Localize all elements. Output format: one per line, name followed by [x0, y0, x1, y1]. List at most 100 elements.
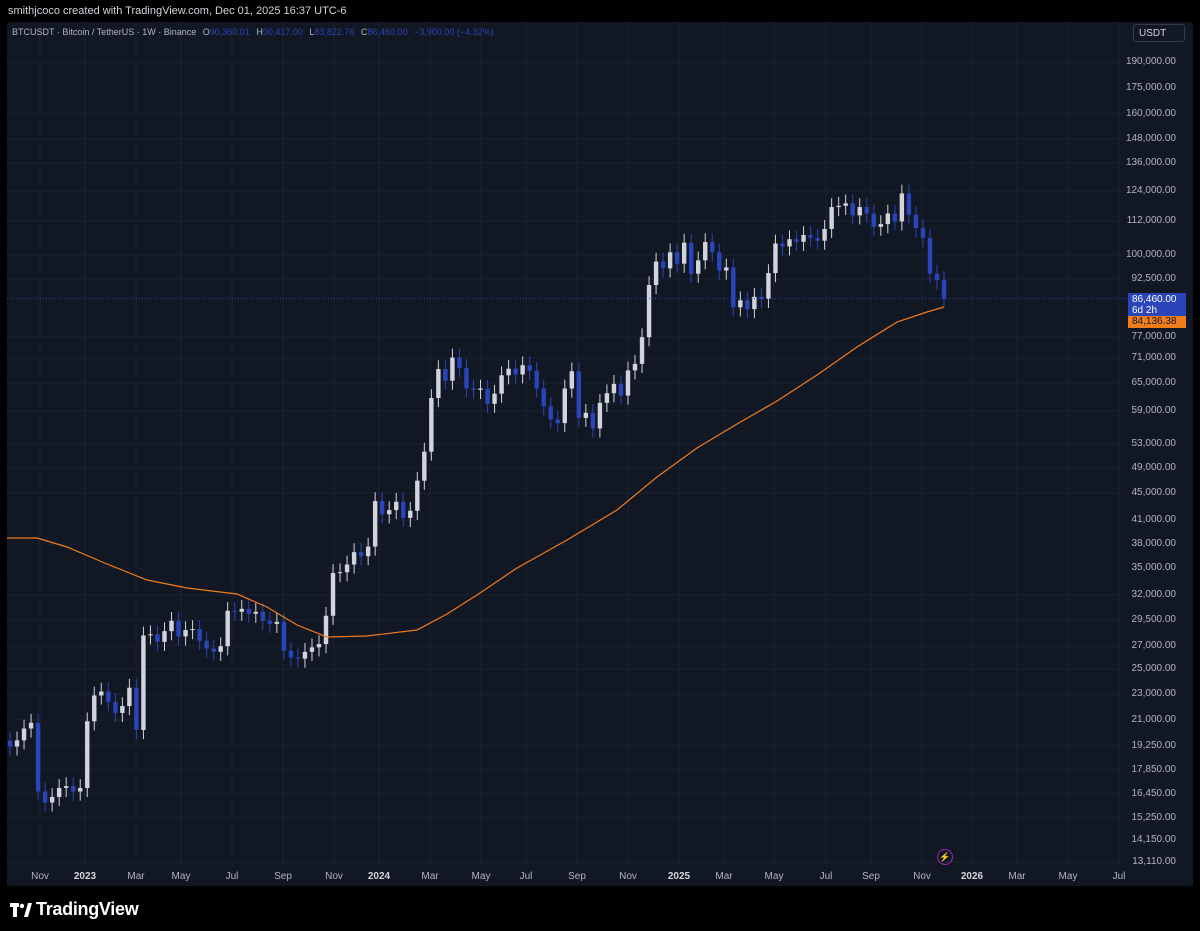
time-axis-label: Mar [127, 871, 145, 882]
header-bar [0, 0, 1200, 22]
candle-body [752, 296, 757, 310]
candle-body [674, 252, 680, 264]
candle-body [625, 370, 631, 396]
time-axis-label: Mar [1008, 871, 1026, 882]
price-axis-label: 13,110.00 [1132, 856, 1176, 867]
candle-body [878, 224, 883, 227]
candle-body [527, 365, 532, 371]
time-axis-label: May [1058, 871, 1078, 882]
candle-body [330, 573, 336, 616]
time-axis-label: May [471, 871, 491, 882]
price-axis-label: 45,000.00 [1131, 487, 1177, 498]
candle-body [653, 261, 659, 286]
tradingview-logo[interactable]: TradingView [10, 899, 139, 920]
candle-body [520, 365, 525, 375]
candle-body [478, 388, 483, 390]
candle-body [464, 367, 469, 389]
candle-body [21, 728, 27, 741]
candle-body [106, 691, 111, 703]
candle-body [829, 207, 834, 229]
candle-body [534, 370, 539, 389]
price-axis-label: 175,000.00 [1125, 82, 1176, 93]
candle-body [618, 383, 624, 396]
candle-body [14, 740, 20, 747]
candle-body [351, 552, 357, 565]
candle-body [632, 363, 638, 371]
price-axis-label: 160,000.00 [1125, 108, 1176, 119]
price-axis-label: 23,000.00 [1131, 688, 1177, 699]
price-axis-label: 35,000.00 [1131, 562, 1177, 573]
candle-body [681, 242, 687, 264]
price-chart[interactable] [7, 22, 1193, 886]
symbol-title[interactable]: BTCUSDT · Bitcoin / TetherUS · 1W · Bina… [12, 27, 197, 37]
candle-body [113, 702, 118, 713]
candle-body [401, 501, 406, 518]
price-axis-label: 77,000.00 [1131, 331, 1177, 342]
candle-body [323, 615, 329, 645]
candle-body [541, 388, 546, 407]
time-axis-label: Jul [519, 871, 533, 882]
candle-body [471, 388, 476, 390]
candle-body [815, 237, 820, 241]
candle-body [49, 796, 55, 803]
candle-body [597, 402, 603, 429]
time-axis-label: Jul [225, 871, 239, 882]
candle-body [309, 647, 315, 652]
candle-body [710, 242, 715, 253]
candle-body [864, 207, 869, 214]
candle-body [394, 501, 399, 511]
price-axis-label: 16,450.00 [1131, 788, 1177, 799]
candle-body [688, 242, 694, 274]
high-label: H [256, 27, 263, 37]
candle-body [513, 368, 518, 375]
candle-body [457, 357, 462, 368]
time-axis-label: Jul [1112, 871, 1126, 882]
price-axis-label: 15,250.00 [1131, 812, 1177, 823]
candle-body [218, 646, 223, 652]
candle-body [302, 651, 308, 659]
time-axis-label: 2025 [667, 871, 691, 882]
candle-body [639, 337, 645, 364]
price-axis-label: 27,000.00 [1131, 640, 1177, 651]
candle-body [71, 786, 76, 792]
price-axis-label: 41,000.00 [1131, 514, 1177, 525]
symbol-legend: BTCUSDT · Bitcoin / TetherUS · 1W · Bina… [12, 27, 494, 37]
candle-body [274, 621, 280, 624]
candle-body [843, 203, 848, 206]
price-axis-label: 136,000.00 [1125, 157, 1176, 168]
time-axis-label: 2024 [367, 871, 391, 882]
candle-body [857, 207, 862, 216]
candle-body [197, 629, 202, 641]
time-axis-label: May [171, 871, 191, 882]
time-axis-label: Sep [274, 871, 292, 882]
candle-body [703, 242, 708, 261]
time-axis-label: Nov [325, 871, 343, 882]
candle-body [415, 480, 420, 511]
candle-body [85, 721, 90, 788]
candle-body [365, 546, 371, 557]
price-axis-label: 14,150.00 [1131, 834, 1177, 845]
candle-body [731, 267, 736, 308]
candle-body [780, 243, 785, 247]
candle-body [239, 608, 244, 612]
moving-average-line [7, 306, 945, 638]
candle-body [134, 687, 139, 730]
candle-body [176, 620, 181, 637]
currency-button[interactable]: USDT [1133, 24, 1185, 42]
lightning-icon[interactable]: ⚡ [937, 849, 953, 865]
candle-body [611, 383, 617, 394]
candle-body [162, 631, 167, 642]
candle-body [204, 640, 209, 649]
candle-body [253, 611, 258, 614]
candle-body [562, 388, 567, 424]
price-axis-label: 53,000.00 [1131, 438, 1177, 449]
moving-average-tag: 84,136.38 [1128, 316, 1186, 328]
candle-body [899, 193, 905, 222]
time-axis-label: Jul [819, 871, 833, 882]
candle-body [28, 722, 34, 729]
chart-pane[interactable] [7, 22, 1193, 886]
candle-body [295, 657, 301, 659]
change-value: −3,900.00 (−4.32%) [414, 27, 494, 37]
time-axis-label: Nov [619, 871, 637, 882]
candle-body [871, 213, 876, 227]
